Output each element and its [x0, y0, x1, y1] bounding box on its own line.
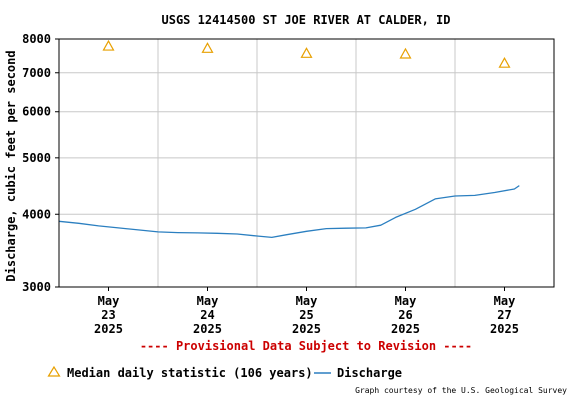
x-tick-label: 2025: [391, 322, 420, 336]
x-tick-label: 24: [200, 308, 214, 322]
y-tick-label: 4000: [22, 207, 51, 221]
x-tick-label: May: [296, 294, 318, 308]
y-tick-label: 8000: [22, 32, 51, 46]
x-tick-label: May: [197, 294, 219, 308]
legend-median-label: Median daily statistic (106 years): [67, 366, 313, 380]
x-tick-label: May: [98, 294, 120, 308]
y-tick-label: 6000: [22, 105, 51, 119]
grid-layer: [55, 38, 554, 288]
legend-discharge-label: Discharge: [337, 366, 402, 380]
y-tick-label: 7000: [22, 66, 51, 80]
median-triangle-marker: [399, 47, 412, 59]
chart-title: USGS 12414500 ST JOE RIVER AT CALDER, ID: [162, 13, 451, 27]
x-tick-label: 2025: [193, 322, 222, 336]
x-tick-label: 27: [497, 308, 511, 322]
x-tick-label: May: [494, 294, 516, 308]
legend: Median daily statistic (106 years) Disch…: [47, 365, 402, 380]
series-layer: [58, 39, 520, 239]
x-tick-label: 25: [299, 308, 313, 322]
discharge-line: [58, 185, 520, 239]
y-axis-label: Discharge, cubic feet per second: [4, 50, 18, 281]
median-triangle-marker: [201, 42, 214, 53]
credit-text: Graph courtesy of the U.S. Geological Su…: [355, 386, 567, 395]
median-triangle-marker: [498, 56, 511, 68]
x-tick-label: 2025: [490, 322, 519, 336]
y-tick-label: 3000: [22, 280, 51, 294]
y-tick-label: 5000: [22, 151, 51, 165]
x-tick-label: 26: [398, 308, 412, 322]
legend-median-marker: [47, 365, 61, 377]
median-triangle-marker: [300, 47, 313, 58]
plot-frame: [58, 38, 555, 288]
x-tick-label: May: [395, 294, 417, 308]
median-triangle-marker: [102, 39, 115, 51]
x-tick-labels: May232025May242025May252025May262025May2…: [94, 287, 519, 336]
x-tick-label: 23: [101, 308, 115, 322]
x-tick-label: 2025: [292, 322, 321, 336]
provisional-notice: ---- Provisional Data Subject to Revisio…: [140, 339, 472, 353]
x-tick-label: 2025: [94, 322, 123, 336]
y-tick-labels: 3000 4000 5000 6000 7000 8000: [22, 32, 51, 294]
